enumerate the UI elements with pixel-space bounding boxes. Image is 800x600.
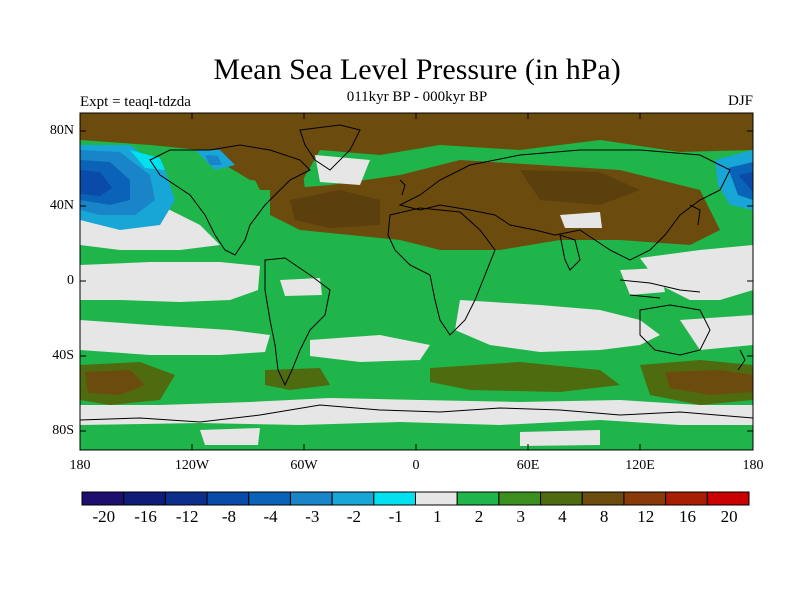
- xtick-label: 180: [69, 458, 91, 473]
- xtick-label: 60W: [290, 458, 318, 473]
- colorbar-swatch: [289, 491, 333, 506]
- xtick-label: 120W: [174, 458, 210, 473]
- ytick-label: 40N: [49, 198, 74, 213]
- colorbar-tick-label: -3: [305, 507, 320, 526]
- colorbar-tick-label: 3: [516, 507, 525, 526]
- axis-ticks: [80, 113, 753, 450]
- colorbar-swatch: [123, 491, 166, 506]
- colorbar-tick-label: 8: [599, 507, 609, 526]
- colorbar-swatch: [706, 491, 750, 506]
- colorbar-tick-label: -4: [263, 507, 278, 526]
- colorbar-swatch: [206, 491, 250, 506]
- colorbar-swatch: [540, 491, 583, 506]
- colorbar-swatch: [498, 491, 542, 506]
- colorbar-tick-label: 16: [678, 507, 696, 526]
- ytick-label: 80S: [52, 423, 74, 438]
- xtick-label: 60E: [516, 458, 540, 473]
- experiment-label: Expt = teaql-tdzda: [80, 94, 191, 110]
- xtick-label: 180: [742, 458, 764, 473]
- colorbar-tick-label: 2: [474, 507, 484, 526]
- ytick-label: 0: [67, 273, 74, 288]
- colorbar-tick-label: 12: [637, 507, 655, 526]
- ytick-label: 40S: [52, 348, 74, 363]
- colorbar-swatch: [331, 491, 375, 506]
- colorbar-swatch: [581, 491, 625, 506]
- colorbar-tick-label: -1: [388, 507, 403, 526]
- colorbar-tick-label: 4: [558, 507, 567, 526]
- colorbar-tick-label: -16: [134, 507, 157, 526]
- season-label: DJF: [727, 93, 753, 109]
- colorbar-swatch: [623, 491, 667, 506]
- colorbar-swatch: [248, 491, 291, 506]
- coastlines: [80, 124, 753, 423]
- xtick-label: 0: [412, 458, 420, 473]
- colorbar-swatch: [373, 491, 416, 506]
- ytick-label: 80N: [49, 123, 74, 138]
- chart-title: Mean Sea Level Pressure (in hPa): [213, 53, 621, 86]
- xtick-label: 120E: [625, 458, 655, 473]
- colorbar-tick-label: -20: [92, 507, 116, 526]
- colorbar-swatch: [415, 491, 458, 506]
- colorbar: [81, 491, 750, 506]
- colorbar-tick-label: -12: [175, 507, 199, 526]
- colorbar-tick-label: 20: [720, 507, 738, 526]
- chart-subtitle: 011kyr BP - 000kyr BP: [346, 89, 488, 105]
- colorbar-tick-label: 1: [433, 507, 442, 526]
- colorbar-swatch: [164, 491, 208, 506]
- colorbar-swatch: [81, 491, 125, 506]
- colorbar-tick-label: -8: [221, 507, 236, 526]
- colorbar-swatch: [456, 491, 500, 506]
- colorbar-swatch: [665, 491, 708, 506]
- colorbar-tick-label: -2: [346, 507, 362, 526]
- map-fill-layer: [80, 113, 753, 450]
